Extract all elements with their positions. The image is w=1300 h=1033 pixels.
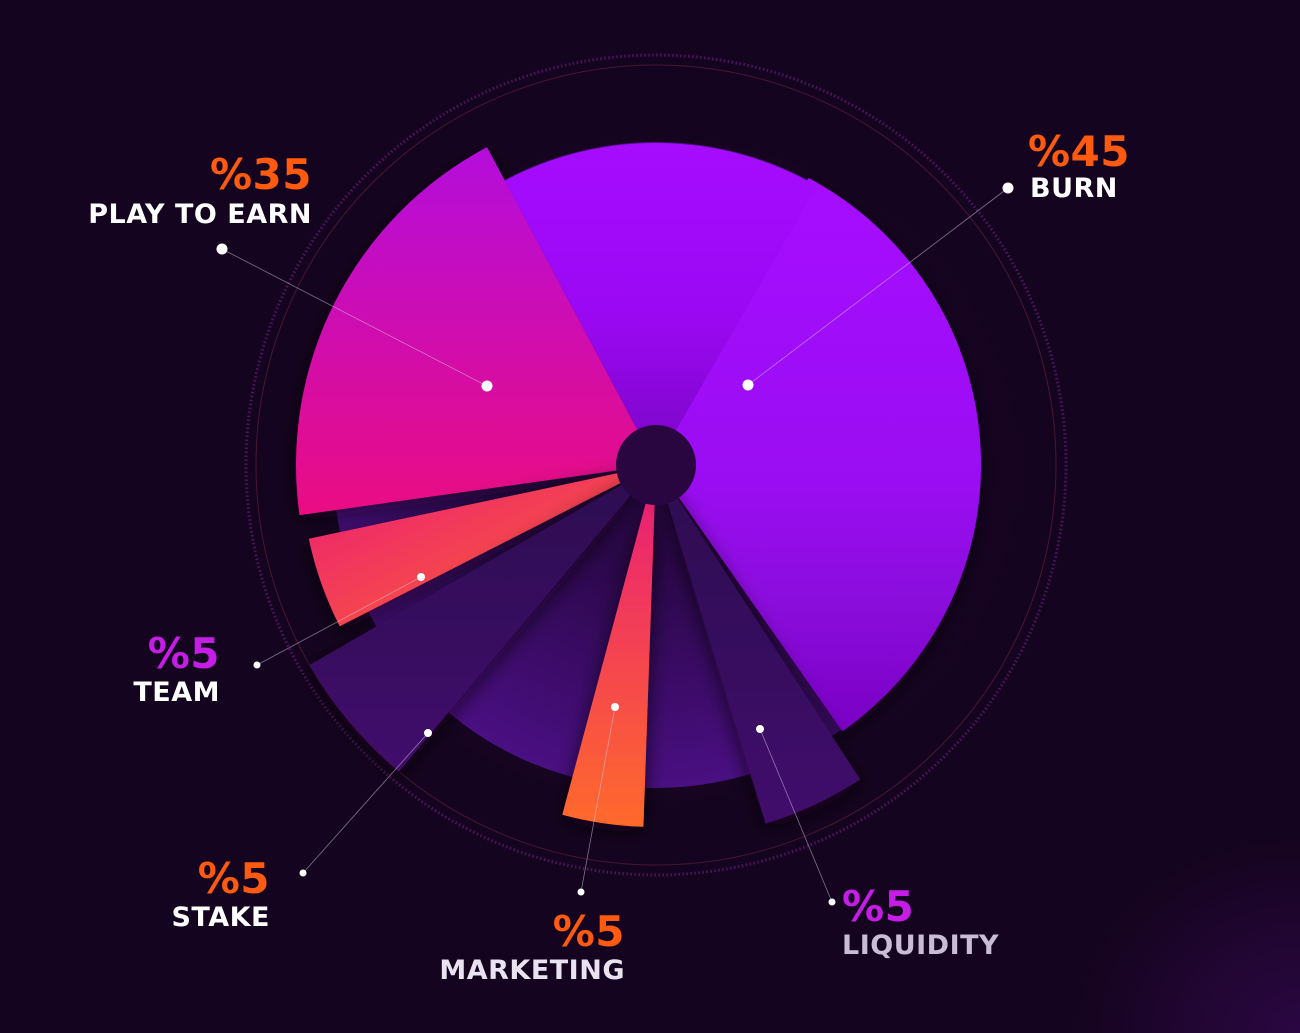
label-dot-liquidity (828, 898, 836, 906)
label-stake: %5 STAKE (130, 857, 270, 933)
leader-line-stake (302, 732, 429, 874)
center-hub (616, 425, 696, 505)
slice-play-to-earn (295, 147, 656, 516)
slice-marketing (562, 465, 656, 827)
label-liquidity: %5 LIQUIDITY (842, 885, 1042, 961)
value-label-marketing: %5 (552, 907, 625, 956)
slice-dot-play-to-earn (481, 380, 493, 392)
label-dot-team (253, 661, 261, 669)
slice-stake (309, 465, 656, 772)
value-label-play-to-earn: %35 (209, 150, 312, 199)
category-label-team: TEAM (133, 677, 220, 708)
leader-line-burn (747, 187, 1009, 386)
label-burn: %45 BURN (1000, 130, 1130, 204)
value-label-burn: %45 (1027, 127, 1130, 176)
leader-line-team (256, 576, 422, 666)
outer-ring-dotted (244, 53, 1068, 877)
category-label-liquidity: LIQUIDITY (842, 930, 1000, 961)
slice-liquidity (656, 465, 861, 824)
label-team: %5 TEAM (100, 632, 220, 708)
category-label-stake: STAKE (171, 902, 270, 933)
label-play-to-earn: %35 PLAY TO EARN (60, 153, 312, 230)
label-marketing: %5 MARKETING (420, 910, 625, 986)
outer-ring-thin (255, 64, 1057, 866)
value-label-liquidity: %5 (842, 882, 915, 931)
slice-dot-burn (742, 379, 754, 391)
slice-dot-team (417, 573, 425, 581)
label-dot-play-to-earn (216, 243, 228, 255)
leader-line-marketing (580, 706, 616, 893)
slice-burn-upper (504, 142, 817, 465)
slice-dot-liquidity (756, 725, 764, 733)
slice-dot-marketing (611, 703, 619, 711)
value-label-team: %5 (147, 629, 220, 678)
leader-line-play-to-earn (221, 248, 488, 387)
leader-line-liquidity (759, 728, 833, 903)
label-dot-stake (299, 869, 307, 877)
slice-team (308, 465, 656, 627)
category-label-play-to-earn: PLAY TO EARN (88, 199, 312, 230)
label-dot-burn (1002, 182, 1014, 194)
slice-dot-stake (424, 729, 432, 737)
value-label-stake: %5 (197, 854, 270, 903)
category-label-burn: BURN (1030, 173, 1118, 204)
category-label-marketing: MARKETING (439, 955, 625, 986)
label-dot-marketing (577, 888, 585, 896)
